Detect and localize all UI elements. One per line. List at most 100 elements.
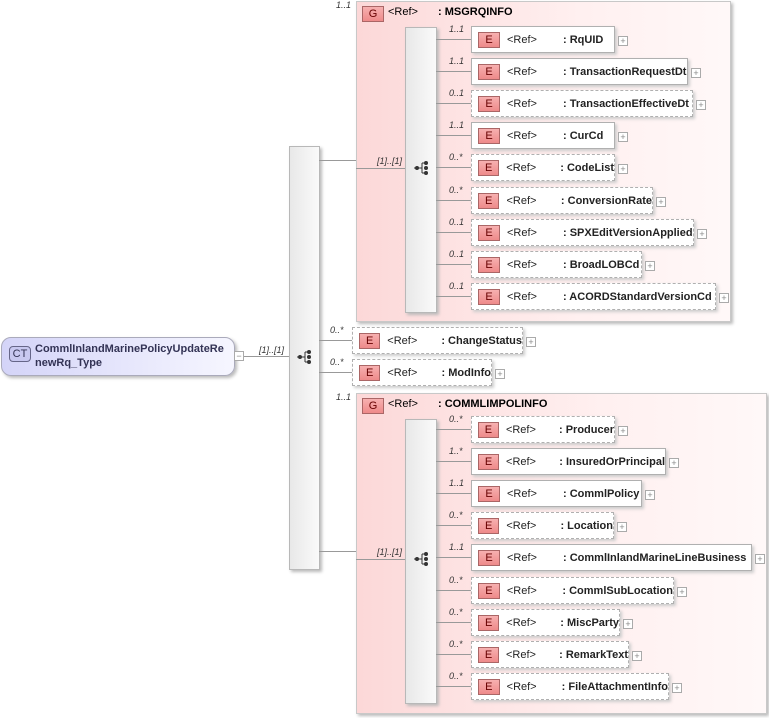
element-name: : TransactionRequestDt [563,65,687,78]
connector [436,461,471,462]
element-name: : ModInfo [441,366,491,379]
expand-icon[interactable]: + [623,619,633,629]
type-name-line1: CommlInlandMarinePolicyUpdateRe [35,343,224,355]
cardinality: 0..1 [449,249,465,259]
element-rquid[interactable]: E <Ref>: RqUID [471,26,615,53]
element-badge: E [478,31,500,48]
complex-type-box[interactable]: CT CommlInlandMarinePolicyUpdateRe newRq… [1,337,235,376]
root-cardinality: [1]..[1] [259,345,285,355]
element-codelist[interactable]: E <Ref>: CodeList [471,154,615,181]
cardinality: 0..1 [449,217,465,227]
expand-icon[interactable]: + [618,164,628,174]
connector [436,525,471,526]
expand-icon[interactable]: + [672,683,682,693]
connector [436,296,471,297]
element-badge: E [478,517,500,534]
ref-label: <Ref> [506,616,537,629]
element-location[interactable]: E <Ref>: Location [471,512,614,539]
connector [436,557,471,558]
ref-label: <Ref> [507,258,537,271]
sequence-icon [413,161,431,175]
connector [436,135,471,136]
cardinality: 0..* [449,671,463,681]
ref-label: <Ref> [507,290,537,303]
inner-sequence[interactable] [405,419,437,704]
expand-icon[interactable]: + [495,369,505,379]
element-fileattachmentinfo[interactable]: E <Ref>: FileAttachmentInfo [471,673,669,700]
element-name: : MiscParty [560,616,619,629]
cardinality: 0..* [449,575,463,585]
expand-icon[interactable]: + [618,132,628,142]
element-transactionrequestdt[interactable]: E <Ref>: TransactionRequestDt [471,58,688,85]
sequence-icon [296,350,314,364]
element-commlinlandmarinelinebusiness[interactable]: E <Ref>: CommlInlandMarineLineBusiness [471,544,752,571]
element-commlpolicy[interactable]: E <Ref>: CommlPolicy [471,480,642,507]
element-badge: E [478,224,500,241]
element-badge: E [359,364,381,381]
group-name: : COMMLIMPOLINFO [438,398,548,410]
connector [436,103,471,104]
collapse-icon[interactable]: − [234,351,244,361]
element-badge: E [478,646,499,663]
ref-label: <Ref> [506,519,537,532]
element-conversionrate[interactable]: E <Ref>: ConversionRate [471,187,653,214]
ref-label: <Ref> [506,584,537,597]
connector [436,622,471,623]
expand-icon[interactable]: + [697,229,707,239]
expand-icon[interactable]: + [645,490,655,500]
expand-icon[interactable]: + [719,293,729,303]
cardinality: 0..* [449,152,463,162]
expand-icon[interactable]: + [618,426,628,436]
element-acordstandardversioncd[interactable]: E <Ref>: ACORDStandardVersionCd [471,283,716,310]
sequence-cardinality: [1]..[1] [377,156,403,166]
expand-icon[interactable]: + [755,554,765,564]
expand-icon[interactable]: + [656,197,666,207]
cardinality: 1..1 [449,542,465,552]
element-broadlobcd[interactable]: E <Ref>: BroadLOBCd [471,251,642,278]
expand-icon[interactable]: + [677,587,687,597]
element-name: : ChangeStatus [441,334,522,347]
expand-icon[interactable]: + [526,337,536,347]
connector [319,372,352,373]
element-commlsublocation[interactable]: E <Ref>: CommlSubLocation [471,577,674,604]
element-insuredorprincipal[interactable]: E <Ref>: InsuredOrPrincipal [471,448,666,475]
element-remarktext[interactable]: E <Ref>: RemarkText [471,641,629,668]
group-badge: G [362,6,384,22]
element-name: : InsuredOrPrincipal [559,455,665,468]
expand-icon[interactable]: + [617,522,627,532]
expand-icon[interactable]: + [645,261,655,271]
element-badge: E [478,549,500,566]
cardinality: 0..* [449,639,463,649]
connector [436,493,471,494]
expand-icon[interactable]: + [618,36,628,46]
connector [436,71,471,72]
cardinality: 0..1 [449,281,465,291]
element-badge: E [478,614,500,631]
element-changestatus[interactable]: E <Ref>: ChangeStatus [352,327,523,354]
inner-sequence[interactable] [405,27,437,313]
element-name: : TransactionEffectiveDt [563,97,689,110]
element-name: : CurCd [563,129,604,142]
complex-type-badge: CT [9,346,31,362]
ref-label: <Ref> [505,423,536,436]
cardinality: 0..* [330,357,344,367]
cardinality: 1..1 [449,24,465,34]
element-name: : CommlInlandMarineLineBusiness [563,551,747,564]
element-modinfo[interactable]: E <Ref>: ModInfo [352,359,492,386]
element-miscparty[interactable]: E <Ref> : MiscParty [471,609,620,636]
element-spxeditversionapplied[interactable]: E <Ref>: SPXEditVersionApplied [471,219,694,246]
element-name: : ConversionRate [560,194,652,207]
expand-icon[interactable]: + [696,100,706,110]
element-transactioneffectivedt[interactable]: E <Ref>: TransactionEffectiveDt [471,90,693,117]
element-badge: E [359,332,381,349]
connector [244,356,289,357]
type-name-line2: newRq_Type [35,357,103,369]
element-badge: E [478,192,500,209]
ref-label: <Ref> [505,648,536,661]
ref-label: <Ref> [507,97,537,110]
expand-icon[interactable]: + [669,458,679,468]
element-curcd[interactable]: E <Ref>: CurCd [471,122,615,149]
expand-icon[interactable]: + [691,68,701,78]
element-producer[interactable]: E <Ref>: Producer [471,416,615,443]
expand-icon[interactable]: + [632,651,642,661]
